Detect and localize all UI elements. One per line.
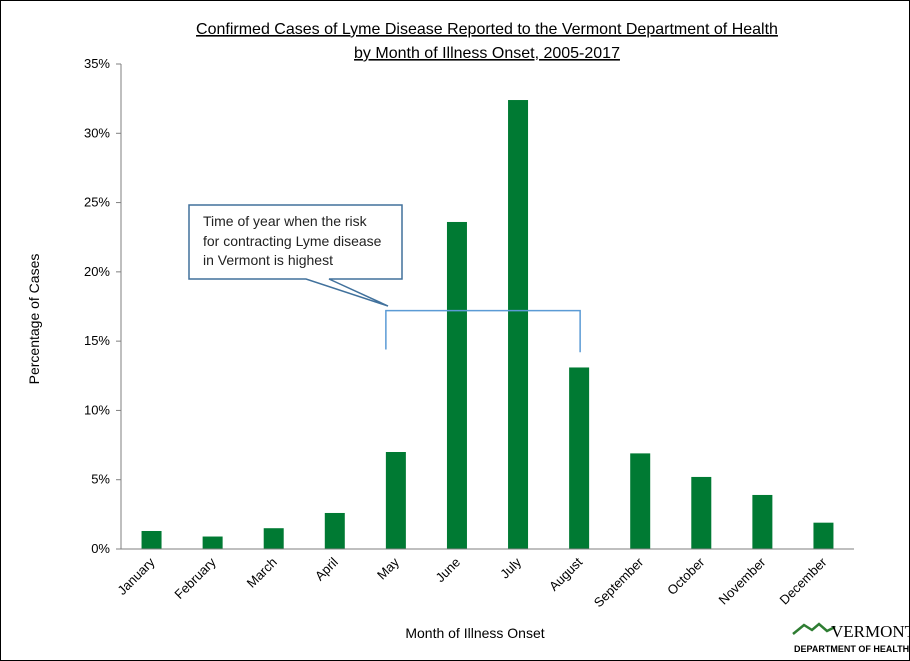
chart-title-line-1: Confirmed Cases of Lyme Disease Reported… xyxy=(196,21,778,38)
x-tick-label: June xyxy=(433,555,464,586)
y-axis-ticks: 0% 5% 10% 15% 20% 25% 30% 35% xyxy=(84,56,121,556)
y-tick-label: 20% xyxy=(84,264,110,279)
x-tick-label: March xyxy=(244,555,280,591)
x-tick-label: July xyxy=(497,554,524,581)
chart-title: Confirmed Cases of Lyme Disease Reported… xyxy=(196,21,778,62)
x-tick-label: August xyxy=(546,554,585,593)
bar-july xyxy=(508,100,529,550)
logo-department-text: DEPARTMENT OF HEALTH xyxy=(794,644,909,654)
x-tick-label: October xyxy=(664,554,708,598)
y-tick-label: 5% xyxy=(91,472,110,487)
x-tick-label: May xyxy=(374,554,402,582)
bar-august xyxy=(569,367,590,549)
bar-may xyxy=(385,452,406,549)
mountain-logo-icon xyxy=(792,622,836,635)
callout-box xyxy=(188,204,403,307)
x-axis-label: Month of Illness Onset xyxy=(405,625,544,641)
bar-march xyxy=(263,528,284,549)
y-axis-label: Percentage of Cases xyxy=(26,254,42,385)
bar-june xyxy=(446,221,467,549)
bar-december xyxy=(813,522,834,549)
x-tick-label: December xyxy=(777,554,830,607)
y-tick-label: 25% xyxy=(84,195,110,210)
callout-text-line-2: for contracting Lyme disease xyxy=(203,233,382,249)
x-tick-label: April xyxy=(312,554,341,583)
x-tick-label: September xyxy=(591,554,647,610)
bars xyxy=(141,100,834,550)
peak-season-bracket xyxy=(385,309,581,353)
x-tick-label: January xyxy=(114,554,158,598)
bar-february xyxy=(202,536,223,549)
chart-title-line-2: by Month of Illness Onset, 2005-2017 xyxy=(354,45,620,62)
x-tick-label: February xyxy=(171,554,219,602)
y-tick-label: 10% xyxy=(84,402,110,417)
y-tick-label: 0% xyxy=(91,541,110,556)
callout-text-line-3: in Vermont is highest xyxy=(203,252,333,268)
bar-january xyxy=(141,530,162,549)
y-tick-label: 35% xyxy=(84,56,110,71)
x-axis-ticks: January February March April May June July Augu… xyxy=(114,554,830,610)
bar-november xyxy=(752,494,773,549)
vermont-health-logo: VERMONT DEPARTMENT OF HEALTH xyxy=(792,622,909,654)
callout-text-line-1: Time of year when the risk xyxy=(203,213,368,229)
y-tick-label: 15% xyxy=(84,333,110,348)
annotation-callout: Time of year when the risk for contracti… xyxy=(188,204,403,307)
x-tick-label: November xyxy=(715,554,768,607)
bar-september xyxy=(630,453,651,549)
bar-october xyxy=(691,476,712,549)
y-tick-label: 30% xyxy=(84,125,110,140)
bar-april xyxy=(324,512,345,549)
logo-vermont-text: VERMONT xyxy=(831,622,909,641)
